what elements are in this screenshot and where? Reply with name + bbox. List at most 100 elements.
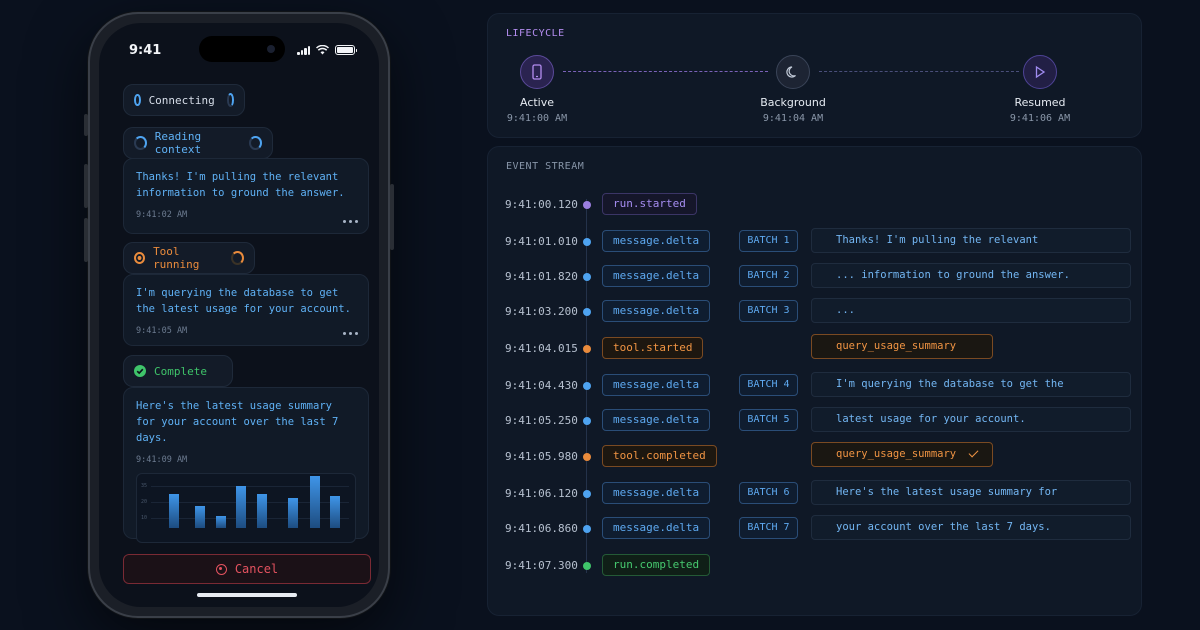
spinner-icon (231, 251, 245, 265)
batch-badge: BATCH 4 (739, 374, 798, 396)
status-icons (297, 45, 357, 55)
event-type: message.delta (602, 230, 711, 252)
batch-badge: BATCH 3 (739, 300, 798, 322)
reading-context-status: Reading context (123, 127, 273, 159)
event-payload: your account over the last 7 days. (811, 515, 1131, 540)
tool-name: query_usage_summary (836, 448, 957, 460)
event-dot (583, 525, 591, 533)
check-circle-icon (134, 365, 146, 377)
event-row[interactable]: 9:41:03.200 message.delta BATCH 3 ... (488, 297, 1143, 327)
wifi-icon (316, 45, 329, 55)
event-dot (583, 382, 591, 390)
connecting-dot-icon (134, 94, 141, 106)
phone-action-button (84, 114, 88, 136)
tool-running-label: Tool running (153, 245, 200, 271)
phone-power-button (390, 184, 394, 250)
batch-badge: BATCH 5 (739, 409, 798, 431)
more-icon[interactable] (343, 332, 358, 335)
tool-result: query_usage_summary (811, 442, 993, 467)
event-type: message.delta (602, 265, 711, 287)
event-type: message.delta (602, 374, 711, 396)
chart-bar (310, 476, 320, 528)
more-icon[interactable] (343, 220, 358, 223)
event-payload: Here's the latest usage summary for (811, 480, 1131, 505)
lifecycle-time: 9:41:06 AM (1009, 113, 1071, 124)
event-row[interactable]: 9:41:01.010 message.delta BATCH 1 Thanks… (488, 227, 1143, 257)
event-type: message.delta (602, 300, 711, 322)
tool-name: query_usage_summary (811, 334, 993, 359)
lifecycle-title: LIFECYCLE (506, 28, 565, 39)
event-time: 9:41:04.015 (505, 342, 578, 355)
lifecycle-time: 9:41:00 AM (506, 113, 568, 124)
event-row[interactable]: 9:41:05.250 message.delta BATCH 5 latest… (488, 406, 1143, 436)
chart-bar (195, 506, 205, 528)
spinner-icon (134, 136, 147, 150)
event-dot (583, 453, 591, 461)
event-time: 9:41:01.010 (505, 235, 578, 248)
batch-badge: BATCH 6 (739, 482, 798, 504)
event-type: message.delta (602, 409, 711, 431)
phone-volume-down (84, 218, 88, 262)
cancel-label: Cancel (234, 562, 279, 576)
event-row[interactable]: 9:41:07.300 run.completed (488, 551, 1143, 581)
chart-bar (330, 496, 340, 528)
event-type: run.started (602, 193, 697, 215)
complete-status: Complete (123, 355, 233, 387)
play-icon (1035, 65, 1046, 79)
phone-volume-up (84, 164, 88, 208)
connecting-label: Connecting (148, 93, 215, 107)
lifecycle-label: Background (760, 96, 826, 109)
event-dot (583, 201, 591, 209)
connecting-status: Connecting (123, 84, 245, 116)
lifecycle-connector (819, 71, 1019, 72)
chart-bar (216, 516, 226, 528)
message-text: Thanks! I'm pulling the relevant informa… (136, 171, 345, 199)
batch-badge: BATCH 7 (739, 517, 798, 539)
event-row[interactable]: 9:41:05.980 tool.completed query_usage_s… (488, 442, 1143, 472)
phone-mockup: 9:41 Connecting Reading context Thanks! … (84, 12, 394, 618)
event-row[interactable]: 9:41:01.820 message.delta BATCH 2 ... in… (488, 262, 1143, 292)
usage-chart: 35 20 10 (136, 473, 356, 543)
assistant-message: Here's the latest usage summary for your… (123, 387, 369, 543)
event-payload: I'm querying the database to get the (811, 372, 1131, 397)
camera-icon (267, 45, 275, 53)
event-row[interactable]: 9:41:04.430 message.delta BATCH 4 I'm qu… (488, 371, 1143, 401)
event-dot (583, 417, 591, 425)
lifecycle-label: Active (519, 96, 555, 109)
event-row[interactable]: 9:41:00.120 run.started (488, 190, 1143, 220)
event-type: message.delta (602, 517, 711, 539)
chart-axis-label: 10 (141, 515, 148, 521)
chart-bar (236, 486, 246, 528)
event-stream-title: EVENT STREAM (506, 161, 585, 172)
event-time: 9:41:03.200 (505, 305, 578, 318)
event-dot (583, 308, 591, 316)
stop-icon (215, 563, 227, 575)
check-icon (968, 447, 979, 458)
event-dot (583, 562, 591, 570)
lifecycle-node-background (776, 55, 810, 89)
event-type: message.delta (602, 482, 711, 504)
lifecycle-node-resumed (1023, 55, 1057, 89)
lifecycle-panel: LIFECYCLE Active 9:41:00 AM Background 9… (487, 13, 1142, 138)
lifecycle-node-active (520, 55, 554, 89)
event-payload: latest usage for your account. (811, 407, 1131, 432)
event-type: tool.started (602, 337, 704, 359)
event-time: 9:41:06.860 (505, 522, 578, 535)
event-dot (583, 490, 591, 498)
cancel-button[interactable]: Cancel (123, 554, 371, 584)
event-time: 9:41:05.980 (505, 450, 578, 463)
status-time: 9:41 (129, 43, 162, 58)
event-row[interactable]: 9:41:04.015 tool.started query_usage_sum… (488, 334, 1143, 364)
event-time: 9:41:00.120 (505, 198, 578, 211)
batch-badge: BATCH 2 (739, 265, 798, 287)
event-row[interactable]: 9:41:06.860 message.delta BATCH 7 your a… (488, 514, 1143, 544)
message-text: I'm querying the database to get the lat… (136, 287, 351, 315)
message-time: 9:41:02 AM (136, 210, 188, 220)
home-indicator[interactable] (197, 593, 297, 597)
lifecycle-time: 9:41:04 AM (762, 113, 824, 124)
event-row[interactable]: 9:41:06.120 message.delta BATCH 6 Here's… (488, 479, 1143, 509)
event-time: 9:41:05.250 (505, 414, 578, 427)
message-text: Here's the latest usage summary for your… (136, 400, 339, 444)
batch-badge: BATCH 1 (739, 230, 798, 252)
moon-icon (786, 66, 796, 78)
